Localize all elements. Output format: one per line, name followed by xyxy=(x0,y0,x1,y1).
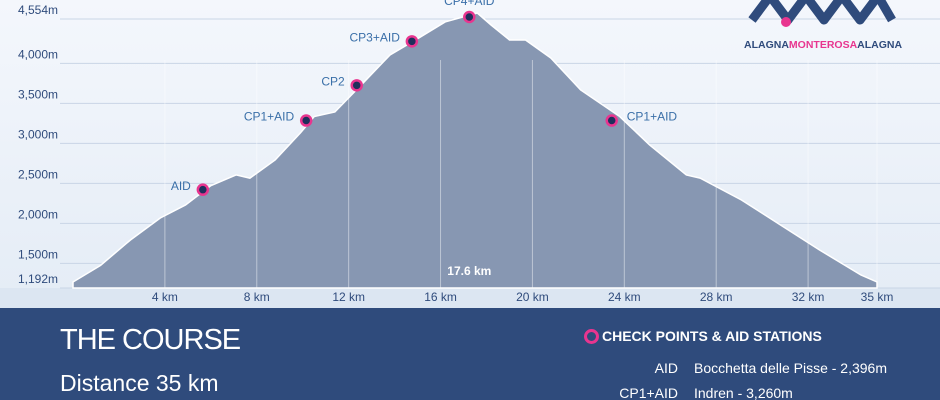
checkpoint-marker xyxy=(605,114,618,127)
y-tick-label: 2,500m xyxy=(18,168,58,182)
x-tick-label: 32 km xyxy=(792,290,825,304)
y-tick-label: 3,500m xyxy=(18,88,58,102)
y-tick-label: 4,000m xyxy=(18,47,58,61)
station-name: Indren - 3,260m xyxy=(694,385,793,400)
checkpoint-marker xyxy=(196,183,210,196)
x-tick-label: 4 km xyxy=(152,290,178,304)
y-tick-label: 2,000m xyxy=(18,208,58,222)
checkpoint-label: CP1+AID xyxy=(627,110,678,124)
logo-text: MONTEROSA xyxy=(789,39,858,51)
checkpoint-marker xyxy=(463,10,476,24)
legend-title: CHECK POINTS & AID STATIONS xyxy=(584,328,822,344)
y-tick-label: 1,192m xyxy=(18,272,58,286)
checkpoint-label: CP4+AID xyxy=(444,0,495,8)
x-tick-label: 12 km xyxy=(332,290,365,304)
elevation-area xyxy=(72,12,878,289)
station-name: Bocchetta delle Pisse - 2,396m xyxy=(694,360,887,376)
x-tick-label: 28 km xyxy=(700,290,733,304)
panel-title: THE COURSE xyxy=(60,324,241,356)
x-tick-label: 35 km xyxy=(861,290,894,304)
y-tick-label: 3,000m xyxy=(18,128,58,142)
info-panel: THE COURSE Distance 35 km CHECK POINTS &… xyxy=(0,308,940,400)
station-code: CP1+AID xyxy=(619,385,678,400)
station-code: AID xyxy=(654,360,678,376)
y-tick-label: 4,554m xyxy=(18,3,58,17)
checkpoint-label: CP1+AID xyxy=(244,110,295,124)
station-row: AID Bocchetta delle Pisse - 2,396m xyxy=(560,360,887,376)
logo-text: ALAGNA xyxy=(744,39,789,51)
y-tick-label: 1,500m xyxy=(18,248,58,262)
logo: ALAGNAMONTEROSAALAGNA xyxy=(744,0,903,51)
peak-distance-label: 17.6 km xyxy=(447,264,491,278)
station-row: CP1+AID Indren - 3,260m xyxy=(560,385,793,400)
panel-distance: Distance 35 km xyxy=(60,370,219,396)
checkpoint-label: AID xyxy=(171,179,191,193)
checkpoint-label: CP3+AID xyxy=(350,30,401,44)
x-tick-label: 16 km xyxy=(424,290,457,304)
svg-text:ALAGNAMONTEROSAALAGNA: ALAGNAMONTEROSAALAGNA xyxy=(744,39,903,51)
x-tick-label: 8 km xyxy=(244,290,270,304)
x-tick-label: 24 km xyxy=(608,290,641,304)
logo-text: ALAGNA xyxy=(857,39,902,51)
checkpoint-marker xyxy=(350,79,363,92)
chart: 4 km 8 km 12 km 16 km 20 km 24 km 28 km 32 km 35… xyxy=(0,0,940,308)
checkpoint-marker xyxy=(299,114,313,127)
x-tick-label: 20 km xyxy=(516,290,549,304)
checkpoint-label: CP2 xyxy=(321,75,345,89)
checkpoint-marker xyxy=(405,35,419,48)
axis-band xyxy=(0,288,940,308)
